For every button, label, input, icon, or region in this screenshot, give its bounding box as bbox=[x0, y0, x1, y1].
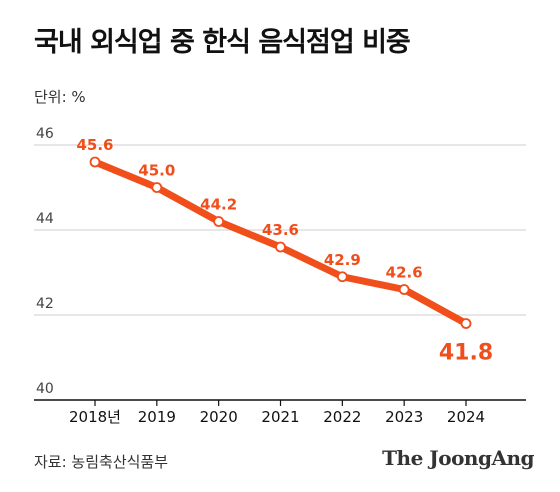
y-tick-label: 44 bbox=[36, 211, 54, 227]
data-label: 44.2 bbox=[200, 196, 237, 214]
chart-title: 국내 외식업 중 한식 음식점업 비중 bbox=[34, 27, 411, 58]
data-point bbox=[213, 216, 225, 227]
data-label: 45.0 bbox=[138, 162, 175, 180]
publisher-logo: The JoongAng bbox=[382, 446, 534, 470]
data-label: 42.6 bbox=[386, 264, 423, 282]
data-label: 45.6 bbox=[76, 136, 113, 154]
data-point bbox=[275, 241, 286, 253]
data-point bbox=[460, 318, 472, 329]
data-label: 41.8 bbox=[439, 341, 493, 366]
y-tick-label: 42 bbox=[36, 296, 54, 312]
data-label: 43.6 bbox=[262, 221, 299, 239]
data-label: 42.9 bbox=[324, 251, 361, 269]
x-tick-label: 2022 bbox=[323, 408, 361, 426]
y-tick-label: 40 bbox=[36, 381, 54, 397]
data-point bbox=[398, 284, 410, 295]
unit-label: 단위: % bbox=[34, 88, 86, 106]
data-point bbox=[336, 271, 348, 283]
x-tick-label: 2020 bbox=[200, 408, 238, 426]
data-point bbox=[89, 156, 101, 168]
data-point bbox=[151, 182, 163, 193]
x-tick-label: 2023 bbox=[385, 408, 423, 426]
y-tick-label: 46 bbox=[36, 126, 54, 142]
source-note: 자료: 농림축산식품부 bbox=[34, 453, 169, 471]
x-tick-label: 2021 bbox=[261, 408, 299, 426]
x-tick-label: 2024 bbox=[447, 408, 485, 426]
x-tick-label: 2019 bbox=[138, 408, 176, 426]
x-tick-label: 2018년 bbox=[69, 408, 121, 426]
